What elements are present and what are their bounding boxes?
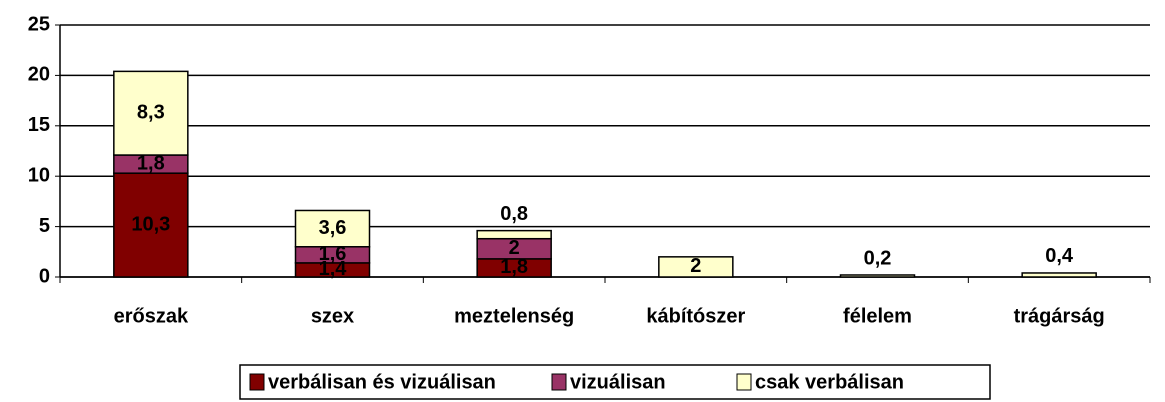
legend-swatch <box>249 373 265 391</box>
data-label: 8,3 <box>137 101 165 123</box>
y-tick-label: 15 <box>28 114 50 136</box>
y-tick-label: 5 <box>39 215 50 237</box>
data-label: 1,8 <box>500 256 528 278</box>
data-label: 1,6 <box>319 243 347 265</box>
data-label: 2 <box>509 237 520 259</box>
x-tick-label: trágárság <box>1014 305 1105 327</box>
legend-swatch <box>736 373 752 391</box>
data-label: 1,8 <box>137 152 165 174</box>
bar-segment <box>476 229 552 240</box>
data-label: 0,4 <box>1045 245 1074 267</box>
data-label: 0,8 <box>500 203 528 225</box>
y-tick-label: 0 <box>39 265 50 287</box>
data-label: 0,2 <box>864 247 892 269</box>
data-label: 1,4 <box>319 258 348 280</box>
bar-segment <box>294 209 371 248</box>
legend-label: csak verbálisan <box>755 371 904 393</box>
legend-box <box>239 364 991 400</box>
data-label: 10,3 <box>131 213 170 235</box>
data-label: 2 <box>690 255 701 277</box>
legend-label: verbálisan és vizuálisan <box>268 371 496 393</box>
bar-segment <box>839 274 916 278</box>
bar-segment <box>658 256 734 278</box>
x-tick-label: meztelenség <box>454 305 574 327</box>
legend-label: vizuálisan <box>570 371 666 393</box>
y-tick-label: 25 <box>28 13 50 35</box>
x-tick-label: félelem <box>843 305 912 327</box>
y-tick-label: 10 <box>28 164 50 186</box>
bar-segment <box>113 172 189 278</box>
legend-swatch <box>551 373 567 391</box>
y-tick-label: 20 <box>28 64 50 86</box>
x-tick-label: kábítószer <box>646 305 745 327</box>
x-tick-label: erőszak <box>114 305 189 327</box>
data-label: 3,6 <box>319 217 347 239</box>
x-tick-label: szex <box>311 305 354 327</box>
bar-segment <box>1021 272 1097 278</box>
bar-segment <box>113 70 189 156</box>
